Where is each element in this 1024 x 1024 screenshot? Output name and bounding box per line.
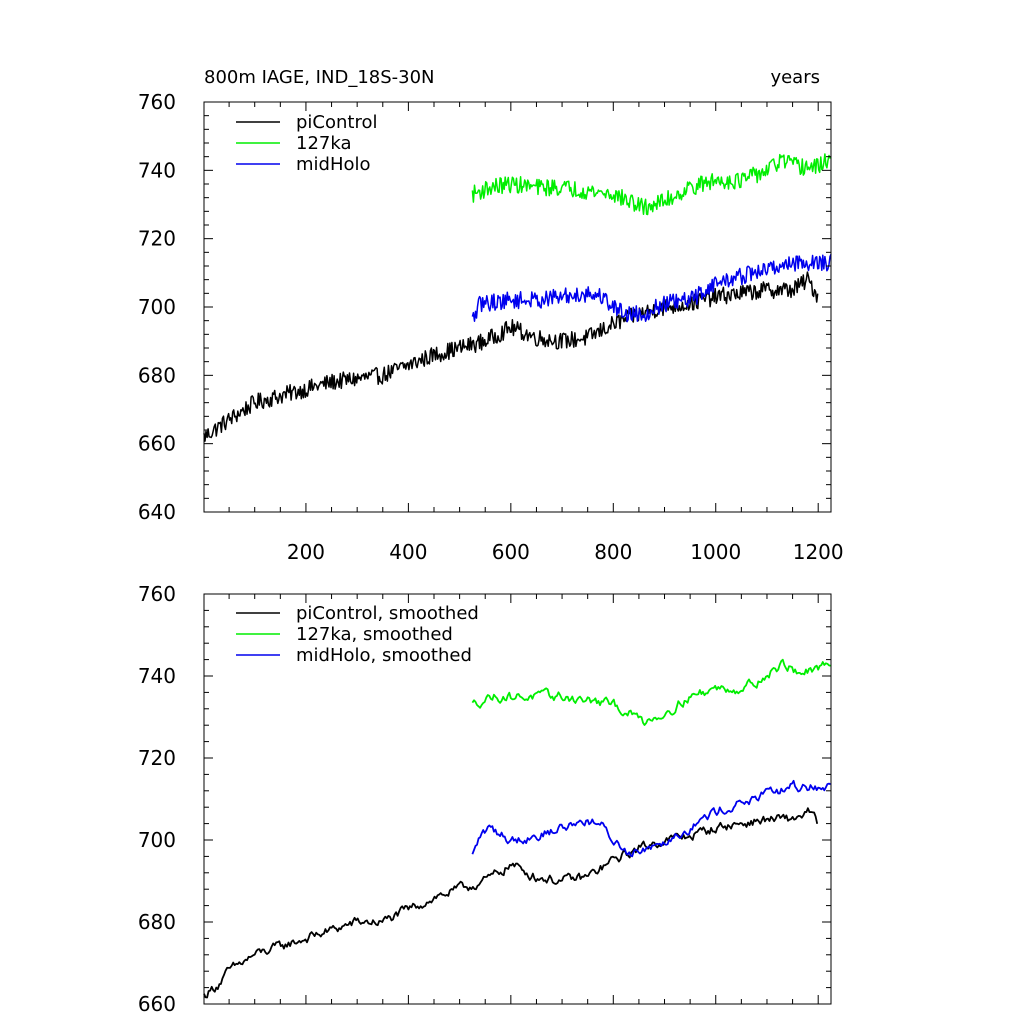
y-tick-label: 760 [138,582,176,606]
legend-label: piControl, smoothed [296,603,479,624]
x-tick-label: 200 [287,540,325,564]
legend-label: midHolo, smoothed [296,645,472,666]
x-tick-label: 1200 [793,540,844,564]
legend-label: 127ka [296,133,352,154]
axes: 660 680 700 720 740 760 [138,582,832,1016]
top-panel: 800m IAGE, IND_18S-30N years 200 400 600 80… [138,67,844,564]
y-tick-label: 680 [138,910,176,934]
series-line-2 [471,153,832,216]
y-tick-label: 760 [138,90,176,114]
axes: 200 400 600 800 1000 1200 640 660 680 700 720 740 76… [138,90,844,564]
y-tick-label: 700 [138,828,176,852]
series-line-3 [471,254,832,323]
y-tick-label: 680 [138,363,176,387]
y-tick-label: 740 [138,158,176,182]
y-tick-label: 660 [138,992,176,1016]
y-tick-label: 660 [138,432,176,456]
series-line-2 [471,658,831,726]
y-tick-label: 720 [138,746,176,770]
y-tick-label: 700 [138,295,176,319]
series-line-3 [471,779,831,858]
x-tick-label: 400 [389,540,427,564]
series-layer [203,153,832,442]
series-line-1 [203,807,819,999]
chart-title: 800m IAGE, IND_18S-30N [204,67,435,88]
y-tick-label: 640 [138,500,176,524]
y-tick-label: 720 [138,227,176,251]
x-tick-label: 800 [594,540,632,564]
plot-frame [203,593,832,1005]
y-tick-label: 740 [138,664,176,688]
legend-label: 127ka, smoothed [296,624,453,645]
legend-label: piControl [296,112,378,133]
bottom-panel: 660 680 700 720 740 760 piControl, smoothed12… [138,582,832,1016]
series-layer [203,658,831,999]
x-tick-label: 1000 [690,540,741,564]
x-tick-label: 600 [492,540,530,564]
units-label: years [770,67,820,88]
series-line-1 [203,271,819,442]
legend-label: midHolo [296,154,371,175]
